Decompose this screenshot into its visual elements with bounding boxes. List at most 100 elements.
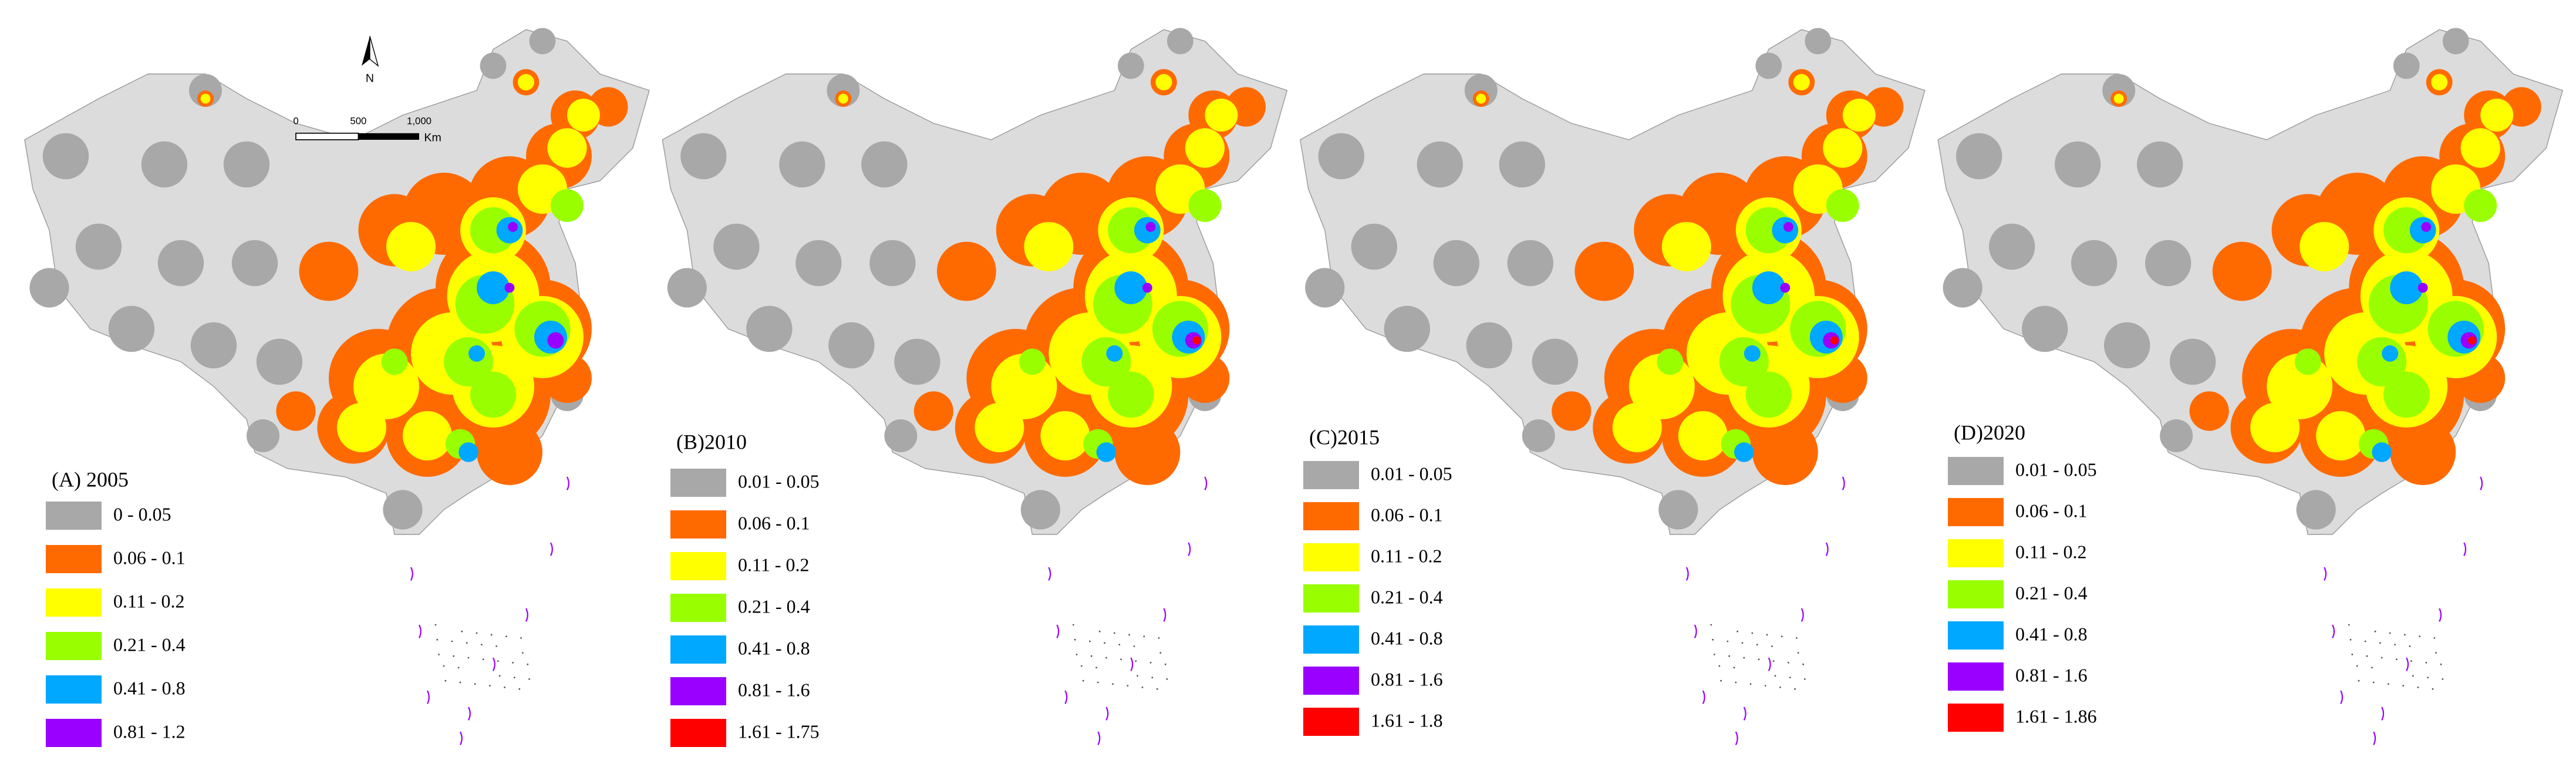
island-line xyxy=(1685,567,1689,581)
island-dot xyxy=(1098,630,1101,632)
intensity-area xyxy=(2417,282,2428,293)
intensity-area xyxy=(2250,403,2300,452)
legend-title: (C)2015 xyxy=(1309,425,1380,449)
legend-swatch xyxy=(46,632,102,660)
island-dot xyxy=(1158,637,1160,639)
island-dot xyxy=(2348,624,2350,626)
intensity-area xyxy=(1943,268,1982,308)
legend-swatch xyxy=(670,469,726,497)
island-line xyxy=(566,476,569,490)
legend-title: (A) 2005 xyxy=(52,467,129,491)
island-dot xyxy=(481,644,483,645)
map-panel xyxy=(662,28,1288,745)
intensity-area xyxy=(223,141,270,188)
island-dot xyxy=(2366,655,2368,657)
legend-swatch xyxy=(670,719,726,747)
island-dot xyxy=(1741,642,1744,644)
intensity-area xyxy=(1205,99,1238,132)
island-line xyxy=(2340,690,2344,704)
intensity-area xyxy=(2390,271,2423,304)
island-dot xyxy=(1090,655,1093,657)
intensity-area xyxy=(2442,28,2469,55)
intensity-area xyxy=(2382,345,2399,362)
legend-label: 1.61 - 1.8 xyxy=(1371,709,1443,731)
island-dot xyxy=(466,642,468,644)
legend-label: 0.01 - 0.05 xyxy=(2015,459,2097,480)
island-dot xyxy=(438,654,440,655)
island-dot xyxy=(461,630,463,632)
island-dot xyxy=(1804,678,1806,680)
intensity-area xyxy=(1956,133,2002,180)
intensity-area xyxy=(1020,490,1060,530)
intensity-area xyxy=(1142,282,1152,293)
intensity-area xyxy=(795,240,842,287)
intensity-area xyxy=(680,133,727,180)
intensity-area xyxy=(1188,189,1222,222)
legend-swatch xyxy=(670,677,726,705)
legend-title: (D)2020 xyxy=(1954,420,2025,444)
island-dot xyxy=(1764,685,1766,687)
island-line xyxy=(418,624,422,638)
island-dot xyxy=(2389,632,2391,634)
island-dot xyxy=(1097,681,1099,684)
legend-swatch xyxy=(670,552,726,580)
north-arrow: N xyxy=(362,36,379,85)
island-dot xyxy=(2412,675,2414,677)
legend-swatch xyxy=(670,510,726,539)
intensity-area xyxy=(231,240,278,287)
island-dot xyxy=(504,687,505,688)
legend-swatch xyxy=(670,594,726,622)
island-dot xyxy=(1112,683,1114,685)
island-line xyxy=(1842,476,1845,490)
legend-swatch xyxy=(46,719,102,747)
island-dot xyxy=(1779,687,1781,688)
intensity-area xyxy=(141,141,188,188)
intensity-area xyxy=(1661,222,1711,271)
intensity-area xyxy=(337,403,386,452)
intensity-area xyxy=(2071,240,2118,287)
island-dot xyxy=(2433,637,2436,639)
intensity-area xyxy=(529,28,556,55)
legend-label: 0.41 - 0.8 xyxy=(113,677,186,698)
island-dot xyxy=(1743,657,1745,659)
island-dot xyxy=(1166,678,1168,680)
island-dot xyxy=(1737,630,1738,632)
island-line xyxy=(1694,624,1697,638)
legend-title: (B)2010 xyxy=(676,430,747,453)
intensity-area xyxy=(1417,141,1463,188)
intensity-area xyxy=(1752,271,1785,304)
intensity-area xyxy=(1499,141,1545,188)
island-dot xyxy=(2394,644,2396,645)
legend-label: 0.11 - 0.2 xyxy=(1371,545,1442,566)
island-dot xyxy=(1082,679,1084,682)
scale-unit: Km xyxy=(424,131,441,144)
island-dot xyxy=(474,683,476,685)
island-dot xyxy=(1137,675,1138,677)
island-dot xyxy=(1156,688,1158,690)
intensity-area xyxy=(713,223,760,270)
island-dot xyxy=(518,688,521,690)
island-line xyxy=(1130,657,1134,671)
island-dot xyxy=(1095,667,1097,669)
intensity-area xyxy=(869,240,916,287)
island-dot xyxy=(2419,635,2420,637)
intensity-area xyxy=(937,241,996,301)
intensity-area xyxy=(2464,189,2497,222)
intensity-area xyxy=(975,403,1024,452)
island-dot xyxy=(520,637,522,639)
island-dot xyxy=(1788,662,1789,664)
island-dot xyxy=(1728,655,1730,657)
island-dot xyxy=(2364,640,2366,642)
legend-label: 0.21 - 0.4 xyxy=(2015,582,2088,603)
island-dot xyxy=(1772,660,1775,662)
island-dot xyxy=(1149,662,1152,664)
island-dot xyxy=(2409,645,2411,647)
island-dot xyxy=(2427,677,2429,678)
island-dot xyxy=(1802,663,1804,665)
intensity-area xyxy=(1612,403,1662,452)
island-line xyxy=(1768,657,1771,671)
island-line xyxy=(410,567,413,581)
island-dot xyxy=(1781,635,1783,637)
intensity-area xyxy=(2137,141,2183,188)
island-line xyxy=(1105,706,1109,721)
